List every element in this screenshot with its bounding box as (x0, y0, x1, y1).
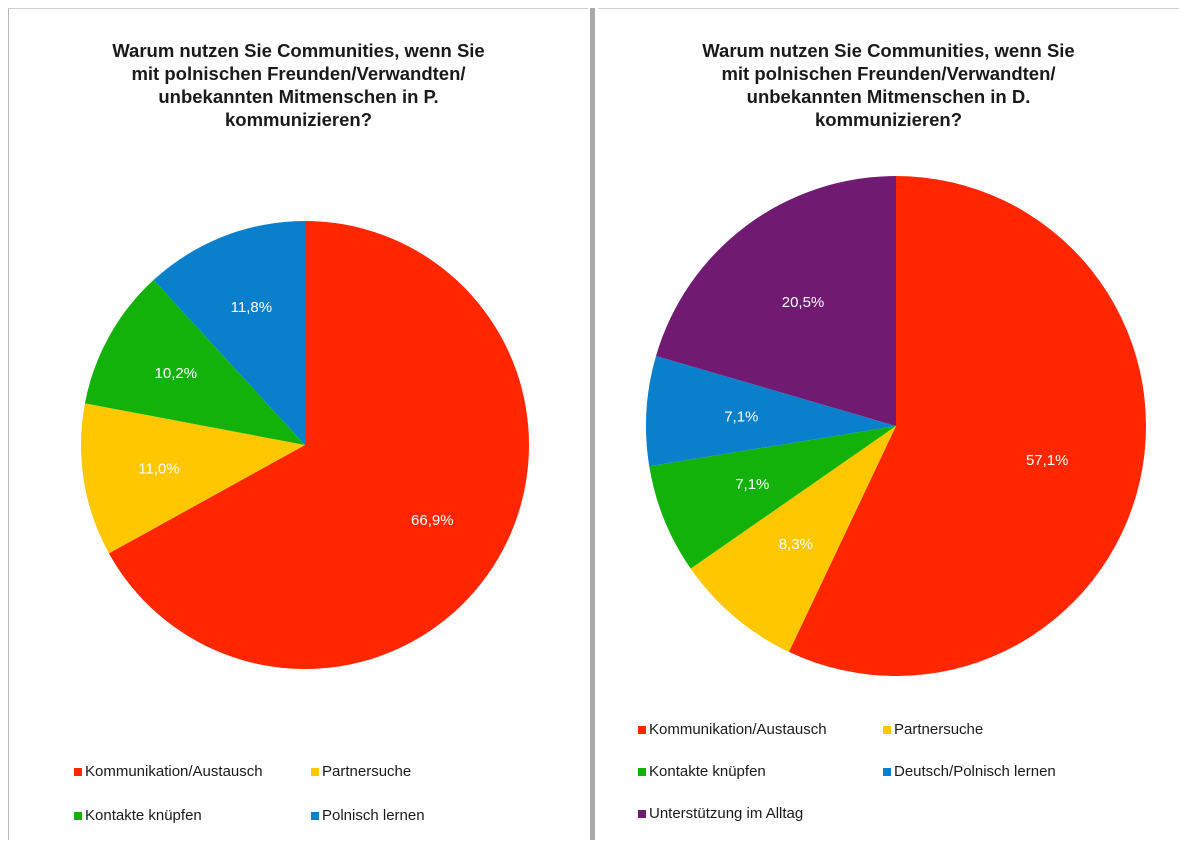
pie-slice (690, 426, 896, 652)
chart-title: Warum nutzen Sie Communities, wenn Sie m… (598, 39, 1179, 131)
legend-swatch (638, 767, 646, 776)
legend-item: Unterstützung im Alltag (638, 805, 803, 822)
chart-title-line: mit polnischen Freunden/Verwandten/ (721, 63, 1056, 84)
legend-label: Deutsch/Polnisch lernen (894, 763, 1056, 780)
pie-slice (656, 176, 896, 426)
legend-item: Kommunikation/Austausch (74, 763, 263, 780)
legend-swatch (74, 811, 82, 820)
legend-label: Kommunikation/Austausch (649, 721, 827, 738)
legend-item: Partnersuche (311, 763, 411, 780)
slice-value-label: 7,1% (735, 476, 769, 493)
pie-slice (108, 221, 529, 669)
pie-chart: 57,1% 8,3% 7,1% 7,1% 20,5% (646, 176, 1146, 676)
chart-title-line: kommunizieren? (225, 109, 372, 130)
slice-value-label: 10,2% (155, 365, 198, 382)
legend-item: Kontakte knüpfen (638, 763, 766, 780)
legend-label: Polnisch lernen (322, 807, 425, 824)
legend-swatch (883, 725, 891, 734)
chart-title-line: Warum nutzen Sie Communities, wenn Sie (702, 40, 1075, 61)
pie-slice (649, 426, 896, 569)
legend-item: Partnersuche (883, 721, 983, 738)
chart-title: Warum nutzen Sie Communities, wenn Sie m… (9, 39, 588, 131)
pie-slice (153, 221, 305, 445)
chart-title-line: unbekannten Mitmenschen in P. (158, 86, 439, 107)
slice-value-label: 57,1% (1026, 452, 1069, 469)
legend-label: Unterstützung im Alltag (649, 805, 804, 822)
panel-divider (590, 8, 595, 840)
slice-value-label: 20,5% (782, 294, 825, 311)
legend-swatch (638, 809, 646, 818)
slice-value-label: 7,1% (724, 409, 758, 426)
legend-label: Kontakte knüpfen (649, 763, 766, 780)
legend-item: Deutsch/Polnisch lernen (883, 763, 1056, 780)
slice-value-label: 11,0% (138, 460, 179, 477)
pie-slice (646, 355, 896, 467)
legend-label: Kommunikation/Austausch (85, 763, 263, 780)
legend-swatch (883, 767, 891, 776)
slice-value-label: 8,3% (779, 536, 813, 553)
legend-swatch (638, 725, 646, 734)
legend-label: Partnersuche (894, 721, 984, 738)
slice-value-label: 66,9% (411, 512, 454, 529)
chart-panel-right: Warum nutzen Sie Communities, wenn Sie m… (598, 8, 1179, 840)
legend-label: Partnersuche (322, 763, 412, 780)
chart-title-line: mit polnischen Freunden/Verwandten/ (131, 63, 466, 84)
legend-swatch (311, 767, 319, 776)
legend-swatch (74, 767, 82, 776)
chart-title-line: Warum nutzen Sie Communities, wenn Sie (112, 40, 485, 61)
chart-title-line: unbekannten Mitmenschen in D. (746, 86, 1031, 107)
pie-chart: 66,9% 11,0% 10,2% 11,8% (80, 221, 529, 669)
legend-item: Kommunikation/Austausch (638, 721, 827, 738)
legend-item: Polnisch lernen (311, 807, 425, 824)
chart-title-line: kommunizieren? (815, 109, 962, 130)
legend-swatch (311, 811, 319, 820)
legend-item: Kontakte knüpfen (74, 807, 202, 824)
slice-value-label: 11,8% (231, 299, 272, 316)
chart-panel-left: Warum nutzen Sie Communities, wenn Sie m… (8, 8, 588, 840)
pie-slice (788, 176, 1146, 676)
pie-slice (80, 403, 305, 554)
pie-slice (84, 279, 305, 445)
legend-label: Kontakte knüpfen (85, 807, 202, 824)
